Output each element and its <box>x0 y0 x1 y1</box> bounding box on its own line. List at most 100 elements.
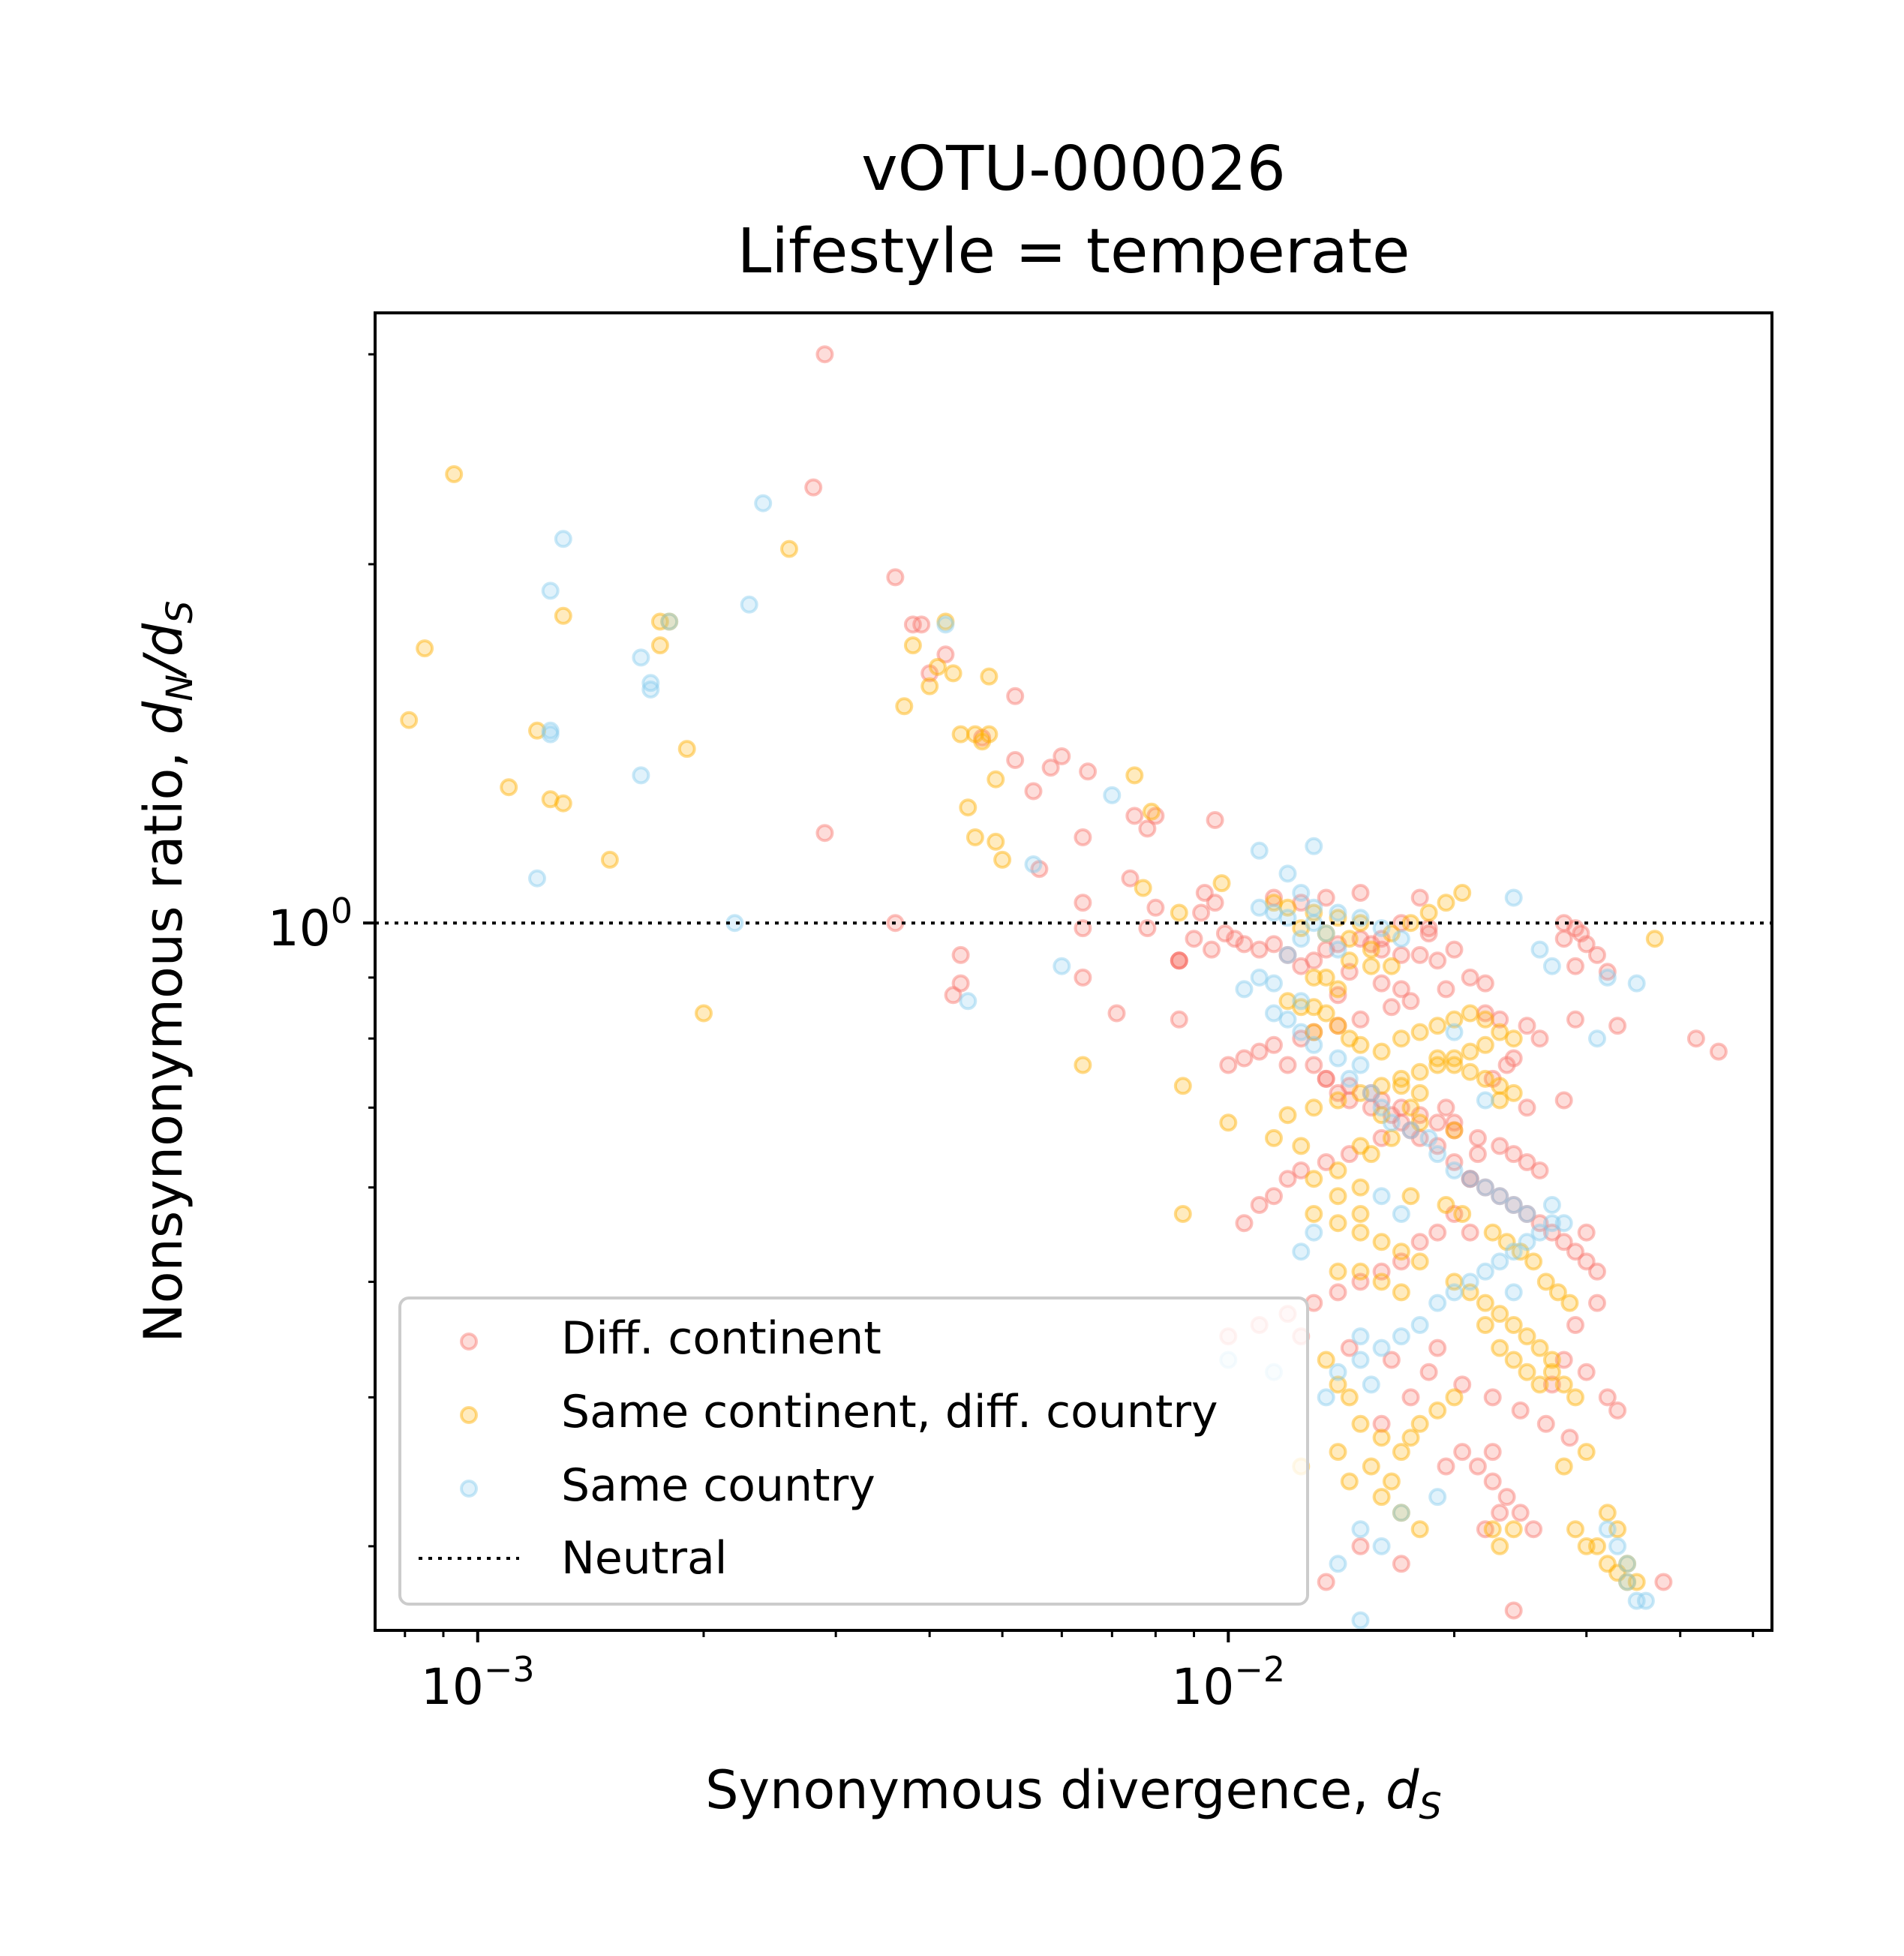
series-1-point-57 <box>1351 1035 1370 1054</box>
series-2-point-99 <box>1504 1283 1523 1302</box>
series-0-point-57 <box>1428 951 1447 970</box>
series-1-point-27 <box>993 850 1012 869</box>
series-0-point-137 <box>1608 1401 1627 1420</box>
series-2-point-58 <box>1542 1214 1561 1233</box>
series-1-point-34 <box>695 1004 713 1023</box>
series-2-point-88 <box>1598 968 1617 987</box>
series-2-point-4 <box>541 725 560 744</box>
series-0-point-129 <box>1654 1573 1673 1591</box>
series-1-point-2 <box>400 711 419 729</box>
series-1-point-142 <box>1491 1091 1509 1110</box>
series-0-point-126 <box>1392 1555 1410 1573</box>
series-0-point-154 <box>1292 894 1311 912</box>
series-1-point-158 <box>1497 1233 1516 1251</box>
series-0-point-13 <box>1079 762 1098 781</box>
series-1-point-106 <box>1504 1351 1523 1369</box>
series-0-point-46 <box>1278 945 1297 964</box>
series-1-point-161 <box>1536 1272 1555 1291</box>
legend-box <box>398 1296 1309 1606</box>
series-2-point-82 <box>1618 1573 1637 1591</box>
series-0-point-111 <box>1340 1339 1359 1357</box>
series-1-point-178 <box>1265 1128 1283 1147</box>
series-0-point-114 <box>1453 1375 1472 1394</box>
series-1-point-169 <box>1305 998 1323 1017</box>
series-2-point-83 <box>1627 1591 1646 1610</box>
series-0-point-34 <box>1170 951 1188 970</box>
x-axis: 10−3 10−2 <box>404 1630 1755 1716</box>
series-0-point-18 <box>1138 819 1157 838</box>
series-1-point-69 <box>1445 1049 1464 1068</box>
series-1-point-149 <box>1410 1083 1429 1102</box>
series-2-point-22 <box>1305 898 1323 917</box>
series-1-point-115 <box>1351 1414 1370 1433</box>
series-1-point-100 <box>1504 1316 1523 1334</box>
series-1-point-122 <box>1410 1520 1429 1539</box>
series-2-point-54 <box>1476 1178 1494 1197</box>
series-0-point-117 <box>1536 1414 1555 1433</box>
series-2-point-30 <box>1392 930 1410 948</box>
series-0-point-189 <box>1476 1520 1494 1539</box>
series-2-point-16 <box>1053 957 1071 975</box>
series-0-point-44 <box>1250 940 1269 959</box>
series-0-point-152 <box>1351 884 1370 902</box>
series-2-point-66 <box>1428 1293 1447 1312</box>
series-0-point-43 <box>1235 935 1254 954</box>
series-0-point-6 <box>920 664 939 683</box>
series-1-point-95 <box>1351 1262 1370 1281</box>
series-0-point-78 <box>1372 1091 1391 1110</box>
series-1-point-16 <box>944 664 963 683</box>
series-0-point-197 <box>1340 1145 1359 1164</box>
series-0-point-194 <box>1235 1214 1254 1233</box>
series-1-point-40 <box>1265 894 1283 912</box>
series-1-point-117 <box>1392 1443 1410 1462</box>
series-1-point-143 <box>1504 1083 1523 1102</box>
series-1-point-147 <box>1445 1056 1464 1074</box>
x-tick-label-exp-1: −2 <box>1234 1649 1285 1690</box>
series-1-point-11 <box>554 794 572 813</box>
series-0-point-54 <box>1372 940 1391 959</box>
series-0-point-55 <box>1392 945 1410 964</box>
series-0-point-35 <box>951 974 970 993</box>
series-1-point-87 <box>1329 1214 1347 1233</box>
series-2-point-34 <box>1278 945 1297 964</box>
series-0-point-160 <box>1491 1010 1509 1029</box>
series-0-point-19 <box>1206 811 1224 829</box>
series-2-point-59 <box>1530 1223 1549 1242</box>
series-1-point-121 <box>1392 1504 1410 1522</box>
series-0-point-141 <box>1577 935 1596 954</box>
series-2-point-9 <box>632 766 650 785</box>
series-0-point-38 <box>1107 1004 1126 1023</box>
series-2-point-80 <box>1608 1537 1627 1555</box>
y-axis-label-sub-s: S <box>159 600 201 623</box>
legend-label-diff-continent: Diff. continent <box>561 1312 881 1365</box>
series-1-point-80 <box>1445 1121 1464 1140</box>
series-0-point-2 <box>886 568 905 587</box>
series-2-point-41 <box>1292 1023 1311 1041</box>
series-0-point-33 <box>1074 968 1092 987</box>
y-axis-label-math-s: d <box>133 623 194 657</box>
series-0-point-73 <box>1219 1056 1238 1074</box>
series-2-point-13 <box>936 615 955 634</box>
series-0-point-140 <box>1554 930 1573 948</box>
series-1-point-173 <box>1382 924 1401 943</box>
series-0-point-88 <box>1461 1170 1479 1188</box>
series-0-point-9 <box>1006 751 1025 769</box>
series-0-point-176 <box>1401 1121 1420 1140</box>
series-1-point-7 <box>677 740 696 759</box>
series-2-point-36 <box>1265 974 1283 993</box>
series-0-point-101 <box>1410 1233 1429 1251</box>
series-1-point-99 <box>1491 1305 1509 1324</box>
series-0-point-32 <box>1170 951 1188 970</box>
series-1-point-76 <box>1305 1098 1323 1117</box>
series-0-point-74 <box>1278 1056 1297 1074</box>
series-1-point-67 <box>1476 1035 1494 1054</box>
series-1-point-49 <box>1382 957 1401 975</box>
series-0-point-162 <box>1518 1017 1536 1035</box>
legend-label-neutral: Neutral <box>561 1532 727 1585</box>
series-1-point-12 <box>600 850 619 869</box>
series-0-point-21 <box>1121 869 1140 888</box>
series-1-point-93 <box>1392 1283 1410 1302</box>
series-0-point-64 <box>1401 992 1420 1011</box>
series-0-point-85 <box>1504 1145 1523 1164</box>
